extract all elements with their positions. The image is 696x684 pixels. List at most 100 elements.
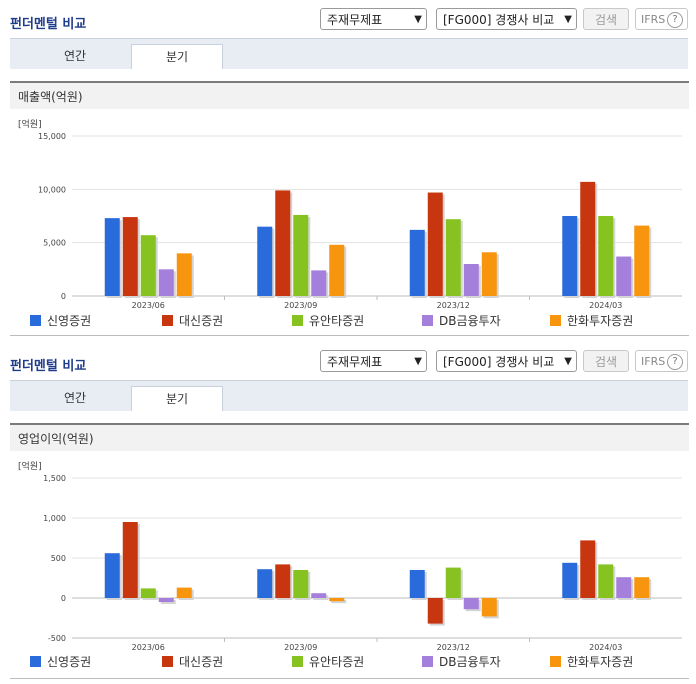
- bar: [409, 570, 425, 598]
- peer-select[interactable]: [FG000] 경쟁사 비교 ▼: [436, 8, 577, 30]
- x-tick-label: 2024/03: [589, 301, 622, 310]
- bar: [616, 256, 632, 296]
- statement-select-value: 주재무제표: [327, 355, 383, 369]
- legend-label: 신영증권: [47, 655, 92, 669]
- legend-swatch: [162, 315, 173, 326]
- legend-label: 대신증권: [179, 314, 224, 328]
- x-tick-label: 2023/06: [132, 301, 165, 310]
- period-tabs: 연간 분기: [10, 38, 688, 69]
- chevron-down-icon: ▼: [414, 356, 422, 367]
- bar: [409, 229, 425, 296]
- tab-quarterly[interactable]: 분기: [131, 386, 223, 411]
- legend-item[interactable]: 대신증권: [162, 654, 223, 670]
- legend-item[interactable]: 유안타증권: [292, 313, 364, 329]
- legend-label: DB금융투자: [439, 314, 501, 328]
- bar: [158, 598, 174, 602]
- ifrs-label: IFRS: [641, 355, 666, 368]
- bar: [311, 270, 327, 296]
- tab-annual[interactable]: 연간: [63, 49, 87, 63]
- bar: [562, 562, 578, 598]
- legend-label: 대신증권: [179, 655, 224, 669]
- statement-select[interactable]: 주재무제표 ▼: [320, 8, 427, 30]
- tab-quarterly[interactable]: 분기: [131, 44, 223, 69]
- legend-item[interactable]: 신영증권: [30, 654, 91, 670]
- bar: [634, 225, 650, 296]
- legend-swatch: [30, 656, 41, 667]
- statement-select[interactable]: 주재무제표 ▼: [320, 350, 427, 372]
- legend-label: 유안타증권: [309, 655, 365, 669]
- bar: [580, 540, 596, 598]
- bar: [176, 253, 192, 296]
- bar: [140, 588, 156, 598]
- bar: [562, 216, 578, 296]
- ifrs-button[interactable]: IFRS ?: [635, 8, 688, 30]
- legend-item[interactable]: 대신증권: [162, 313, 223, 329]
- legend-label: 유안타증권: [309, 314, 365, 328]
- panel-title: 펀더멘털 비교: [10, 359, 87, 374]
- bar: [616, 577, 632, 598]
- bar: [329, 244, 345, 296]
- bar: [463, 264, 479, 296]
- legend-swatch: [550, 656, 561, 667]
- legend-swatch: [550, 315, 561, 326]
- bar: [427, 192, 443, 296]
- legend-item[interactable]: 신영증권: [30, 313, 91, 329]
- unit-label: [억원]: [18, 120, 42, 130]
- x-tick-label: 2023/12: [437, 643, 470, 652]
- bar: [122, 522, 138, 598]
- bar: [158, 269, 174, 296]
- legend-item[interactable]: 유안타증권: [292, 654, 364, 670]
- operating-profit-chart: -500 0 500 1,000 1,500 2023/06 2023/09 2023/12 2…: [43, 474, 682, 652]
- legend-label: DB금융투자: [439, 655, 501, 669]
- ifrs-button[interactable]: IFRS ?: [635, 350, 688, 372]
- x-tick-label: 2023/09: [284, 301, 317, 310]
- bar: [481, 598, 497, 617]
- panel-title: 펀더멘털 비교: [10, 17, 87, 32]
- x-tick-label: 2024/03: [589, 643, 622, 652]
- bar: [598, 216, 614, 296]
- bar: [104, 218, 120, 296]
- peer-select[interactable]: [FG000] 경쟁사 비교 ▼: [436, 350, 577, 372]
- panel-revenue: 펀더멘털 비교 주재무제표 ▼ [FG000] 경쟁사 비교 ▼ 검색 IFRS…: [0, 0, 696, 340]
- legend-swatch: [162, 656, 173, 667]
- bar: [329, 598, 345, 602]
- legend-item[interactable]: DB금융투자: [422, 313, 501, 329]
- bar: [445, 567, 461, 598]
- metric-header: 영업이익(억원): [10, 423, 689, 451]
- y-tick-label: 500: [51, 554, 66, 563]
- search-button[interactable]: 검색: [583, 350, 629, 372]
- bar: [275, 564, 291, 598]
- legend-item[interactable]: 한화투자증권: [550, 313, 633, 329]
- revenue-chart: 0 5,000 10,000 15,000 2023/06 2023/09 2023/12 2…: [38, 132, 682, 310]
- ifrs-label: IFRS: [641, 13, 666, 26]
- bar: [104, 553, 120, 598]
- tab-annual[interactable]: 연간: [63, 391, 87, 405]
- peer-select-value: [FG000] 경쟁사 비교: [443, 355, 555, 369]
- help-icon[interactable]: ?: [667, 354, 683, 370]
- y-tick-label: 0: [61, 594, 66, 603]
- bar: [427, 598, 443, 624]
- legend-label: 한화투자증권: [567, 314, 634, 328]
- panel-operating-profit: 펀더멘털 비교 주재무제표 ▼ [FG000] 경쟁사 비교 ▼ 검색 IFRS…: [0, 342, 696, 684]
- panel-header: 펀더멘털 비교 주재무제표 ▼ [FG000] 경쟁사 비교 ▼ 검색 IFRS…: [0, 0, 696, 34]
- bar: [293, 214, 309, 296]
- bar: [463, 598, 479, 610]
- bar: [122, 217, 138, 296]
- y-tick-label: 10,000: [38, 185, 66, 194]
- legend-label: 신영증권: [47, 314, 92, 328]
- y-tick-label: 1,000: [43, 514, 66, 523]
- search-button[interactable]: 검색: [583, 8, 629, 30]
- legend-swatch: [422, 656, 433, 667]
- bar: [445, 219, 461, 296]
- legend-label: 한화투자증권: [567, 655, 634, 669]
- y-tick-label: 15,000: [38, 132, 66, 141]
- y-tick-label: 5,000: [43, 239, 66, 248]
- bar-shadow: [331, 600, 347, 604]
- legend-swatch: [422, 315, 433, 326]
- help-icon[interactable]: ?: [667, 12, 683, 28]
- legend-item[interactable]: DB금융투자: [422, 654, 501, 670]
- legend-item[interactable]: 한화투자증권: [550, 654, 633, 670]
- unit-label: [억원]: [18, 462, 42, 472]
- bar: [634, 577, 650, 598]
- y-tick-label: -500: [48, 634, 66, 643]
